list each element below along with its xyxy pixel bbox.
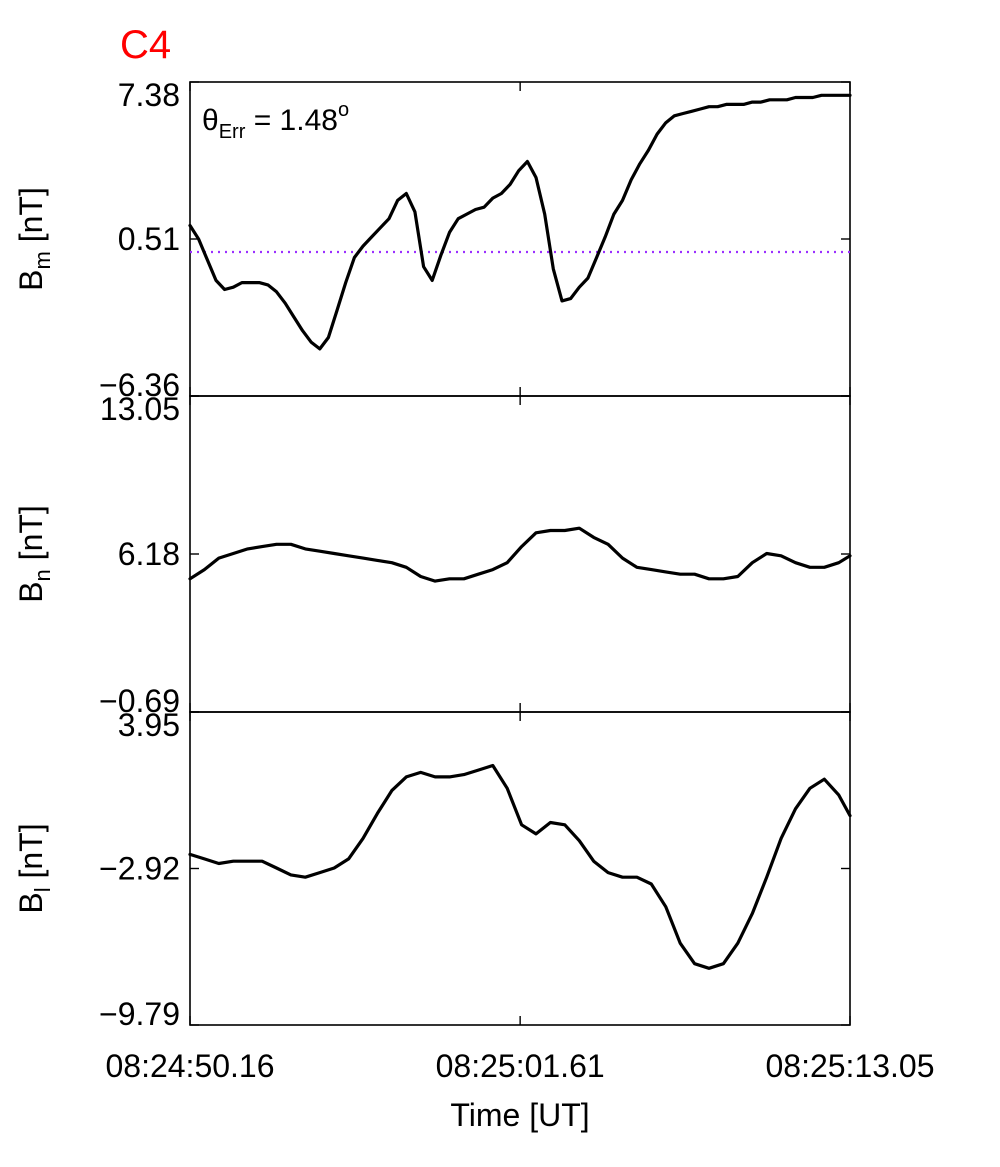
panel-bn: 13.05 6.18 −0.69 Bn [nT] (13, 391, 852, 719)
panel-bl: 3.95 −2.92 −9.79 Bl [nT] (13, 707, 852, 1032)
y-tick-label: 6.18 (118, 536, 180, 572)
y-axis-label: Bl [nT] (13, 823, 55, 913)
y-axis-label: Bm [nT] (13, 187, 55, 291)
x-axis-label: Time [UT] (450, 1097, 589, 1133)
y-tick-label: −6.36 (99, 367, 180, 403)
y-tick-label: 0.51 (118, 221, 180, 257)
panels: 7.38 0.51 −6.36 Bm [nT] 13.05 6.18 −0.69 Bn [nT… (13, 77, 935, 1084)
x-tick-label: 08:25:01.61 (436, 1048, 605, 1084)
y-tick-label: 13.05 (100, 391, 180, 427)
series-line-bn (188, 526, 852, 583)
series-line-bl (188, 763, 852, 970)
y-tick-label: −2.92 (99, 851, 180, 887)
panel-frame (189, 395, 851, 713)
y-tick-label: −0.69 (99, 683, 180, 719)
panel-bm: 7.38 0.51 −6.36 Bm [nT] (13, 77, 852, 403)
y-tick-label: 3.95 (118, 707, 180, 743)
figure-title: C4 (120, 23, 171, 67)
theta-error-annotation: θErr = 1.48o (202, 99, 349, 143)
panel-frame (189, 711, 851, 1026)
y-tick-label: −9.79 (99, 996, 180, 1032)
x-tick-label: 08:25:13.05 (765, 1048, 934, 1084)
y-axis-label: Bn [nT] (13, 505, 55, 603)
series-line-bm (188, 93, 852, 351)
y-tick-label: 7.38 (118, 77, 180, 113)
x-tick-label: 08:24:50.16 (105, 1048, 274, 1084)
